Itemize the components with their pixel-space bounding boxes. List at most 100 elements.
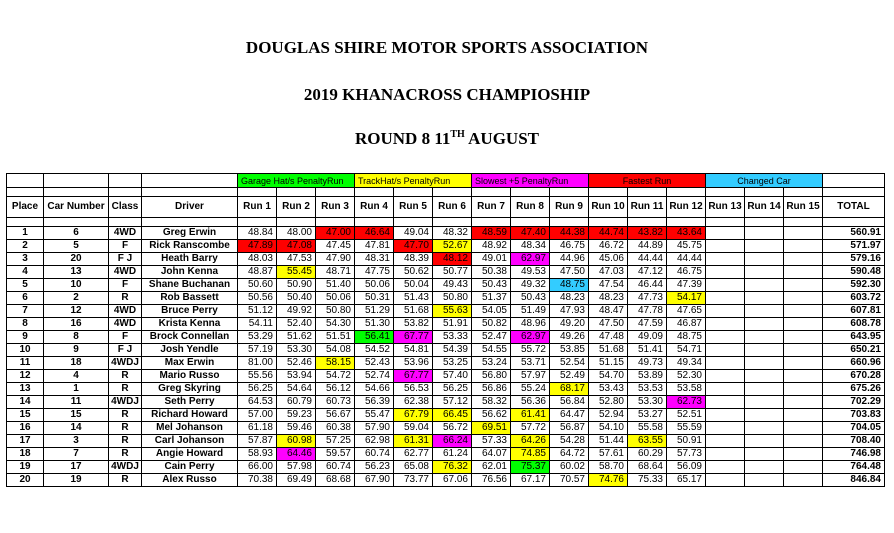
run-time-cell: 54.71 [666,343,706,357]
class-cell: F [108,239,142,253]
run-time-cell: 59.04 [393,421,433,435]
blank-cell [822,187,885,197]
car-number-cell: 2 [43,291,109,305]
run-time-cell [705,460,745,474]
blank-cell [237,187,277,197]
results-table-body: Garage Hat/s PenaltyRun TrackHat/s Penalt… [6,173,885,487]
run-time-cell: 60.74 [315,460,355,474]
blank-cell [510,187,550,197]
run-time-cell: 48.59 [471,226,511,240]
run-time-cell: 65.08 [393,460,433,474]
run-time-cell [744,330,784,344]
run-time-cell: 60.74 [354,447,394,461]
column-header: Run 5 [393,196,433,218]
run-time-cell: 46.75 [549,239,589,253]
class-cell: R [108,473,142,487]
place-cell: 19 [6,460,44,474]
run-time-cell: 64.47 [549,408,589,422]
run-time-cell: 67.90 [354,473,394,487]
table-row: 5 10 F Shane Buchanan 50.60 50.90 51.40 50.06 50… [6,278,885,292]
run-time-cell: 49.09 [627,330,667,344]
driver-cell: Josh Yendle [141,343,238,357]
run-time-cell [705,226,745,240]
run-time-cell: 49.92 [276,304,316,318]
blank-cell [705,217,745,227]
run-time-cell: 49.01 [471,252,511,266]
car-number-cell: 16 [43,317,109,331]
blank-cell [393,187,433,197]
run-time-cell: 52.46 [276,356,316,370]
run-time-cell: 49.32 [510,278,550,292]
blank-cell [432,187,472,197]
run-time-cell: 48.03 [237,252,277,266]
blank-cell [588,187,628,197]
run-time-cell: 73.77 [393,473,433,487]
run-time-cell: 52.47 [471,330,511,344]
driver-cell: Bruce Perry [141,304,238,318]
blank-cell [705,187,745,197]
run-time-cell [705,395,745,409]
run-time-cell: 81.00 [237,356,277,370]
table-row: 14 11 4WDJ Seth Perry 64.53 60.79 60.73 56.39 62… [6,395,885,409]
run-time-cell: 48.84 [237,226,277,240]
run-time-cell: 54.28 [549,434,589,448]
run-time-cell: 60.38 [315,421,355,435]
run-time-cell: 67.79 [393,408,433,422]
run-time-cell: 53.33 [432,330,472,344]
run-time-cell: 50.90 [276,278,316,292]
run-time-cell [783,317,823,331]
total-cell: 704.05 [822,421,885,435]
table-row: 16 14 R Mel Johanson 61.18 59.46 60.38 57.90 59.… [6,421,885,435]
run-time-cell: 54.72 [315,369,355,383]
championship-title: 2019 KHANACROSS CHAMPIOSHIP [303,85,591,104]
legend-spacer [141,173,238,188]
class-cell: 4WDJ [108,356,142,370]
column-header: Run 8 [510,196,550,218]
column-header: Run 9 [549,196,589,218]
car-number-cell: 8 [43,330,109,344]
run-time-cell: 67.17 [510,473,550,487]
place-cell: 20 [6,473,44,487]
run-time-cell: 53.58 [666,382,706,396]
car-number-cell: 6 [43,226,109,240]
run-time-cell: 47.08 [276,239,316,253]
run-time-cell: 48.31 [354,252,394,266]
run-time-cell: 45.75 [666,239,706,253]
run-time-cell: 58.93 [237,447,277,461]
run-time-cell: 44.44 [627,252,667,266]
class-cell: R [108,408,142,422]
class-cell: 4WDJ [108,460,142,474]
run-time-cell: 51.43 [393,291,433,305]
place-cell: 17 [6,434,44,448]
run-time-cell: 60.02 [549,460,589,474]
run-time-cell: 62.77 [393,447,433,461]
run-time-cell [744,356,784,370]
run-time-cell: 62.97 [510,330,550,344]
run-time-cell [705,304,745,318]
column-header: Run 1 [237,196,277,218]
total-cell: 660.96 [822,356,885,370]
table-row: 3 20 F J Heath Barry 48.03 47.53 47.90 48.31 48.… [6,252,885,266]
run-time-cell [783,434,823,448]
run-time-cell: 47.45 [315,239,355,253]
run-time-cell: 50.06 [354,278,394,292]
run-time-cell: 50.62 [393,265,433,279]
total-cell: 670.28 [822,369,885,383]
run-time-cell: 52.51 [666,408,706,422]
car-number-cell: 11 [43,395,109,409]
run-time-cell [744,343,784,357]
run-time-cell: 52.43 [354,356,394,370]
run-time-cell: 60.29 [627,447,667,461]
driver-cell: Rob Bassett [141,291,238,305]
run-time-cell: 67.77 [393,330,433,344]
run-time-cell: 54.70 [588,369,628,383]
run-time-cell: 47.12 [627,265,667,279]
run-time-cell: 53.24 [471,356,511,370]
run-time-cell [783,460,823,474]
run-time-cell: 62.38 [393,395,433,409]
run-time-cell: 62.97 [510,252,550,266]
place-cell: 16 [6,421,44,435]
run-time-cell: 56.23 [354,460,394,474]
run-time-cell [783,330,823,344]
run-time-cell: 54.39 [432,343,472,357]
